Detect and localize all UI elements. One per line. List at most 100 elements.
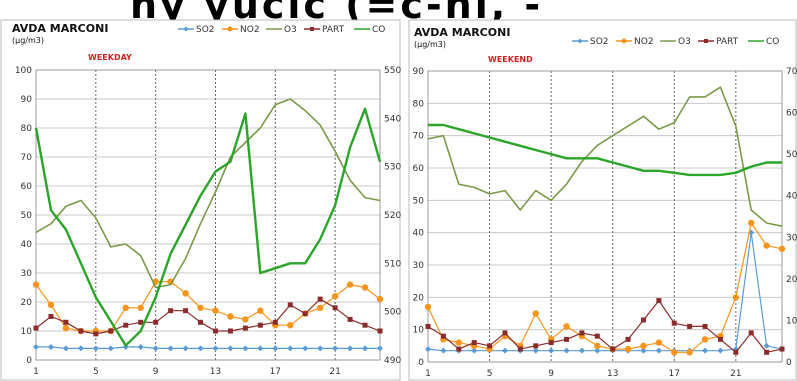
y2-tick-label: 50 (786, 150, 797, 160)
series-line-co (34, 107, 382, 347)
y-tick-label: 60 (413, 164, 425, 174)
legend-label-part: PART (322, 25, 345, 35)
x-tick-label: 17 (270, 367, 281, 377)
data-point-so2 (594, 347, 601, 354)
y-tick-label: 90 (21, 95, 33, 105)
data-point-so2 (92, 345, 99, 352)
y-tick-label: 60 (21, 182, 33, 192)
series-o3 (427, 86, 783, 227)
data-point-part (212, 328, 218, 334)
x-tick-label: 21 (329, 367, 340, 377)
data-point-no2 (182, 290, 189, 297)
y-tick-label: 80 (413, 99, 425, 109)
y-tick-label: 70 (21, 153, 33, 163)
data-point-part (332, 305, 338, 311)
plot-area (427, 70, 783, 363)
y2-tick-label: 30 (786, 233, 797, 243)
data-point-so2 (107, 345, 114, 352)
data-point-part (425, 323, 431, 329)
data-point-no2 (361, 284, 369, 291)
data-point-no2 (122, 304, 129, 311)
data-point-no2 (532, 310, 539, 317)
data-point-part (78, 328, 84, 334)
legend-marker-part (310, 27, 314, 31)
legend-label-so2: SO2 (196, 25, 215, 35)
data-point-part (33, 325, 39, 331)
x-tick-label: 21 (730, 369, 741, 379)
data-point-so2 (471, 347, 478, 354)
data-point-so2 (227, 345, 234, 352)
data-point-part (748, 330, 754, 336)
series-part (425, 298, 785, 355)
data-point-no2 (671, 349, 678, 356)
data-point-so2 (182, 345, 189, 352)
chart-unit: (µg/m3) (12, 36, 44, 45)
y-tick-label: 20 (413, 293, 425, 303)
data-point-part (317, 296, 323, 302)
legend-label-part: PART (716, 37, 739, 47)
data-point-no2 (732, 294, 740, 301)
data-point-part (764, 349, 770, 355)
data-point-so2 (272, 345, 279, 352)
data-point-part (63, 319, 69, 325)
series-line-part (427, 300, 783, 353)
data-point-so2 (287, 345, 294, 352)
data-point-part (153, 319, 159, 325)
data-point-no2 (376, 295, 384, 303)
data-point-so2 (77, 345, 84, 352)
x-tick-label: 5 (93, 367, 99, 377)
data-point-no2 (227, 313, 234, 320)
data-point-part (717, 336, 723, 342)
data-point-so2 (501, 347, 508, 354)
data-point-part (227, 328, 233, 334)
data-point-so2 (640, 347, 647, 354)
data-point-part (272, 319, 278, 325)
data-point-part (257, 322, 263, 328)
y-tick-label: 40 (21, 240, 33, 250)
series-part (33, 296, 383, 337)
data-point-part (198, 319, 204, 325)
data-point-part (471, 340, 477, 346)
data-point-part (183, 308, 189, 314)
data-point-part (687, 323, 693, 329)
legend-label-no2: NO2 (240, 25, 260, 35)
series-co (34, 107, 382, 347)
y2-tick-label: 60 (786, 109, 797, 119)
panel-frame (0, 19, 401, 381)
y-tick-label: 80 (21, 124, 33, 134)
data-point-part (594, 333, 600, 339)
data-point-part (93, 331, 99, 337)
data-point-part (362, 322, 368, 328)
chart-title: AVDA MARCONI (12, 22, 108, 35)
data-point-part (108, 328, 114, 334)
y-tick-label: 100 (15, 66, 32, 76)
data-point-no2 (655, 339, 663, 346)
data-point-part (517, 346, 523, 352)
data-point-part (440, 333, 446, 339)
x-tick-label: 5 (487, 369, 493, 379)
data-point-part (625, 336, 631, 342)
data-point-so2 (655, 347, 662, 354)
data-point-so2 (152, 345, 159, 352)
data-point-so2 (532, 347, 539, 354)
data-point-so2 (33, 343, 39, 350)
y-tick-label: 30 (413, 261, 425, 271)
data-point-no2 (47, 301, 55, 309)
data-point-so2 (563, 347, 570, 354)
data-point-no2 (32, 281, 40, 288)
data-point-so2 (347, 345, 354, 352)
data-point-part (579, 330, 585, 336)
data-point-part (733, 349, 739, 355)
data-point-so2 (257, 345, 264, 352)
data-point-part (287, 302, 293, 308)
data-point-part (533, 343, 539, 349)
data-point-no2 (331, 293, 339, 300)
chart-panel-weekday: AVDA MARCONI(µg/m3) WEEKDAY 0 10 20 30 40 50 60 7… (0, 19, 401, 381)
data-point-so2 (717, 347, 724, 354)
chart-panels: AVDA MARCONI(µg/m3)WEEKDAY01020304050607… (0, 19, 797, 381)
y-tick-label: 90 (413, 67, 425, 77)
data-point-no2 (624, 345, 632, 353)
data-point-so2 (362, 345, 369, 352)
y2-tick-label: 500 (384, 308, 401, 318)
x-tick-label: 13 (210, 367, 221, 377)
